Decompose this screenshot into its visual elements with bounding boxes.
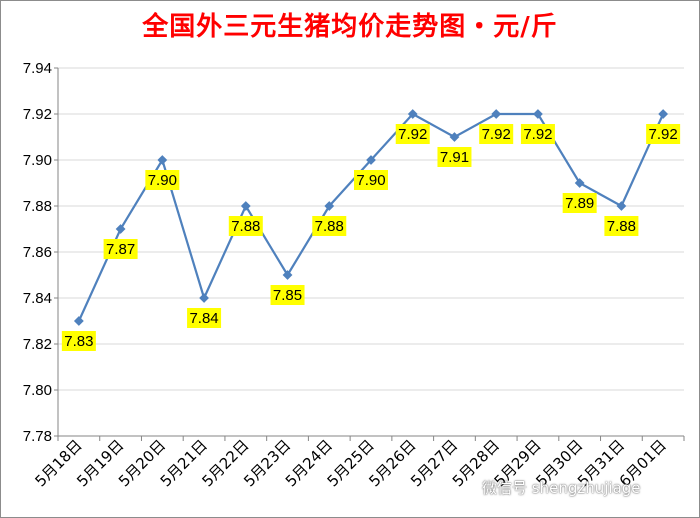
data-label-box (479, 124, 514, 144)
y-tick-label: 7.84 (23, 290, 52, 307)
data-label: 7.85 (273, 287, 302, 304)
data-label: 7.83 (64, 333, 93, 350)
chart-title: 全国外三元生猪均价走势图・元/斤 (142, 12, 558, 42)
data-label: 7.84 (189, 310, 218, 327)
data-label-box (395, 124, 430, 144)
y-tick-label: 7.86 (23, 244, 52, 261)
data-label-box (312, 216, 347, 236)
data-point (407, 109, 418, 119)
data-label-box (437, 147, 472, 167)
data-label-box (562, 193, 597, 213)
data-label: 7.92 (523, 126, 552, 143)
data-point (616, 201, 627, 211)
data-label: 7.89 (565, 195, 594, 212)
data-label: 7.88 (607, 218, 636, 235)
data-label-box (270, 285, 305, 305)
y-tick-label: 7.88 (23, 198, 52, 215)
data-label-box (646, 124, 681, 144)
data-label: 7.87 (106, 241, 135, 258)
y-tick-label: 7.78 (23, 428, 52, 445)
y-tick-label: 7.90 (23, 152, 52, 169)
watermark: 微信号 shengzhujiage (482, 479, 641, 497)
data-label: 7.92 (398, 126, 427, 143)
data-label-box (354, 170, 388, 190)
y-tick-label: 7.92 (23, 106, 52, 123)
data-point (199, 293, 209, 303)
y-tick-label: 7.80 (23, 382, 52, 399)
data-label-box (228, 216, 263, 236)
data-label: 7.92 (482, 126, 511, 143)
data-point (366, 155, 376, 165)
data-label-box (187, 308, 222, 328)
data-point (574, 178, 585, 188)
data-point (282, 270, 293, 280)
data-point (157, 155, 168, 165)
data-points (73, 109, 669, 326)
axes (54, 67, 685, 441)
data-label: 7.90 (148, 172, 177, 189)
data-point (491, 109, 502, 119)
gridlines (58, 67, 684, 391)
data-point (449, 132, 460, 142)
data-point (324, 201, 335, 211)
y-tick-label: 7.82 (23, 336, 52, 353)
data-label-box (604, 216, 639, 236)
data-label-box (103, 239, 138, 259)
data-point (115, 224, 126, 234)
data-point (73, 316, 84, 326)
y-tick-label: 7.94 (23, 60, 52, 77)
data-point (240, 201, 251, 211)
data-point (533, 109, 543, 119)
data-label: 7.92 (649, 126, 678, 143)
series-line (77, 112, 665, 322)
data-label: 7.88 (315, 218, 344, 235)
data-label: 7.88 (231, 218, 260, 235)
y-axis-ticks: 7.78 7.80 7.82 7.84 7.86 7.88 7.90 7.92 7.94 (23, 60, 52, 445)
data-label-box (520, 124, 555, 144)
data-label-box (61, 331, 96, 351)
data-point (658, 109, 669, 119)
data-labels: 7.83 7.87 7.90 7.84 7.88 7.85 7.88 7.90 7.92 7.91… (61, 124, 681, 351)
series-line-path (77, 112, 665, 322)
data-label-box (145, 170, 180, 190)
data-label: 7.90 (356, 172, 385, 189)
data-label: 7.91 (440, 149, 469, 166)
